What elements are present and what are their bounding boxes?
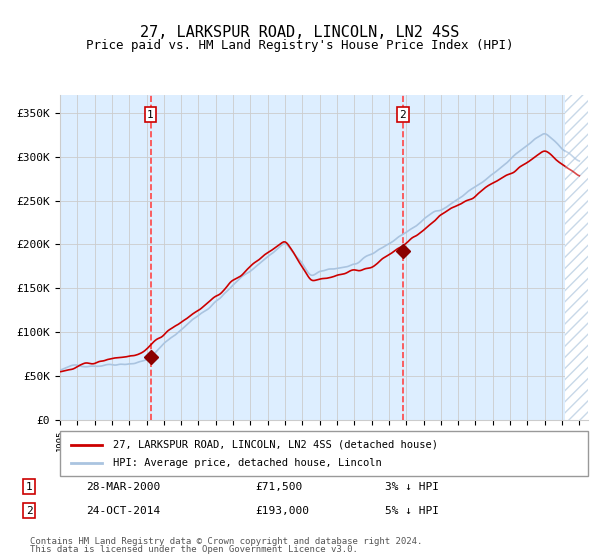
Text: Price paid vs. HM Land Registry's House Price Index (HPI): Price paid vs. HM Land Registry's House … xyxy=(86,39,514,52)
Bar xyxy=(565,95,588,420)
Text: 3% ↓ HPI: 3% ↓ HPI xyxy=(385,482,439,492)
FancyBboxPatch shape xyxy=(60,431,588,476)
Text: 2: 2 xyxy=(26,506,32,516)
Text: 1: 1 xyxy=(147,110,154,119)
Text: 27, LARKSPUR ROAD, LINCOLN, LN2 4SS (detached house): 27, LARKSPUR ROAD, LINCOLN, LN2 4SS (det… xyxy=(113,440,438,450)
Text: 2: 2 xyxy=(400,110,406,119)
Bar xyxy=(565,95,588,420)
Text: 28-MAR-2000: 28-MAR-2000 xyxy=(86,482,160,492)
Text: £193,000: £193,000 xyxy=(255,506,309,516)
Text: This data is licensed under the Open Government Licence v3.0.: This data is licensed under the Open Gov… xyxy=(30,545,358,554)
Text: Contains HM Land Registry data © Crown copyright and database right 2024.: Contains HM Land Registry data © Crown c… xyxy=(30,537,422,546)
Text: 24-OCT-2014: 24-OCT-2014 xyxy=(86,506,160,516)
Text: 1: 1 xyxy=(26,482,32,492)
Text: £71,500: £71,500 xyxy=(255,482,302,492)
Text: HPI: Average price, detached house, Lincoln: HPI: Average price, detached house, Linc… xyxy=(113,459,382,469)
Text: 5% ↓ HPI: 5% ↓ HPI xyxy=(385,506,439,516)
Text: 27, LARKSPUR ROAD, LINCOLN, LN2 4SS: 27, LARKSPUR ROAD, LINCOLN, LN2 4SS xyxy=(140,25,460,40)
